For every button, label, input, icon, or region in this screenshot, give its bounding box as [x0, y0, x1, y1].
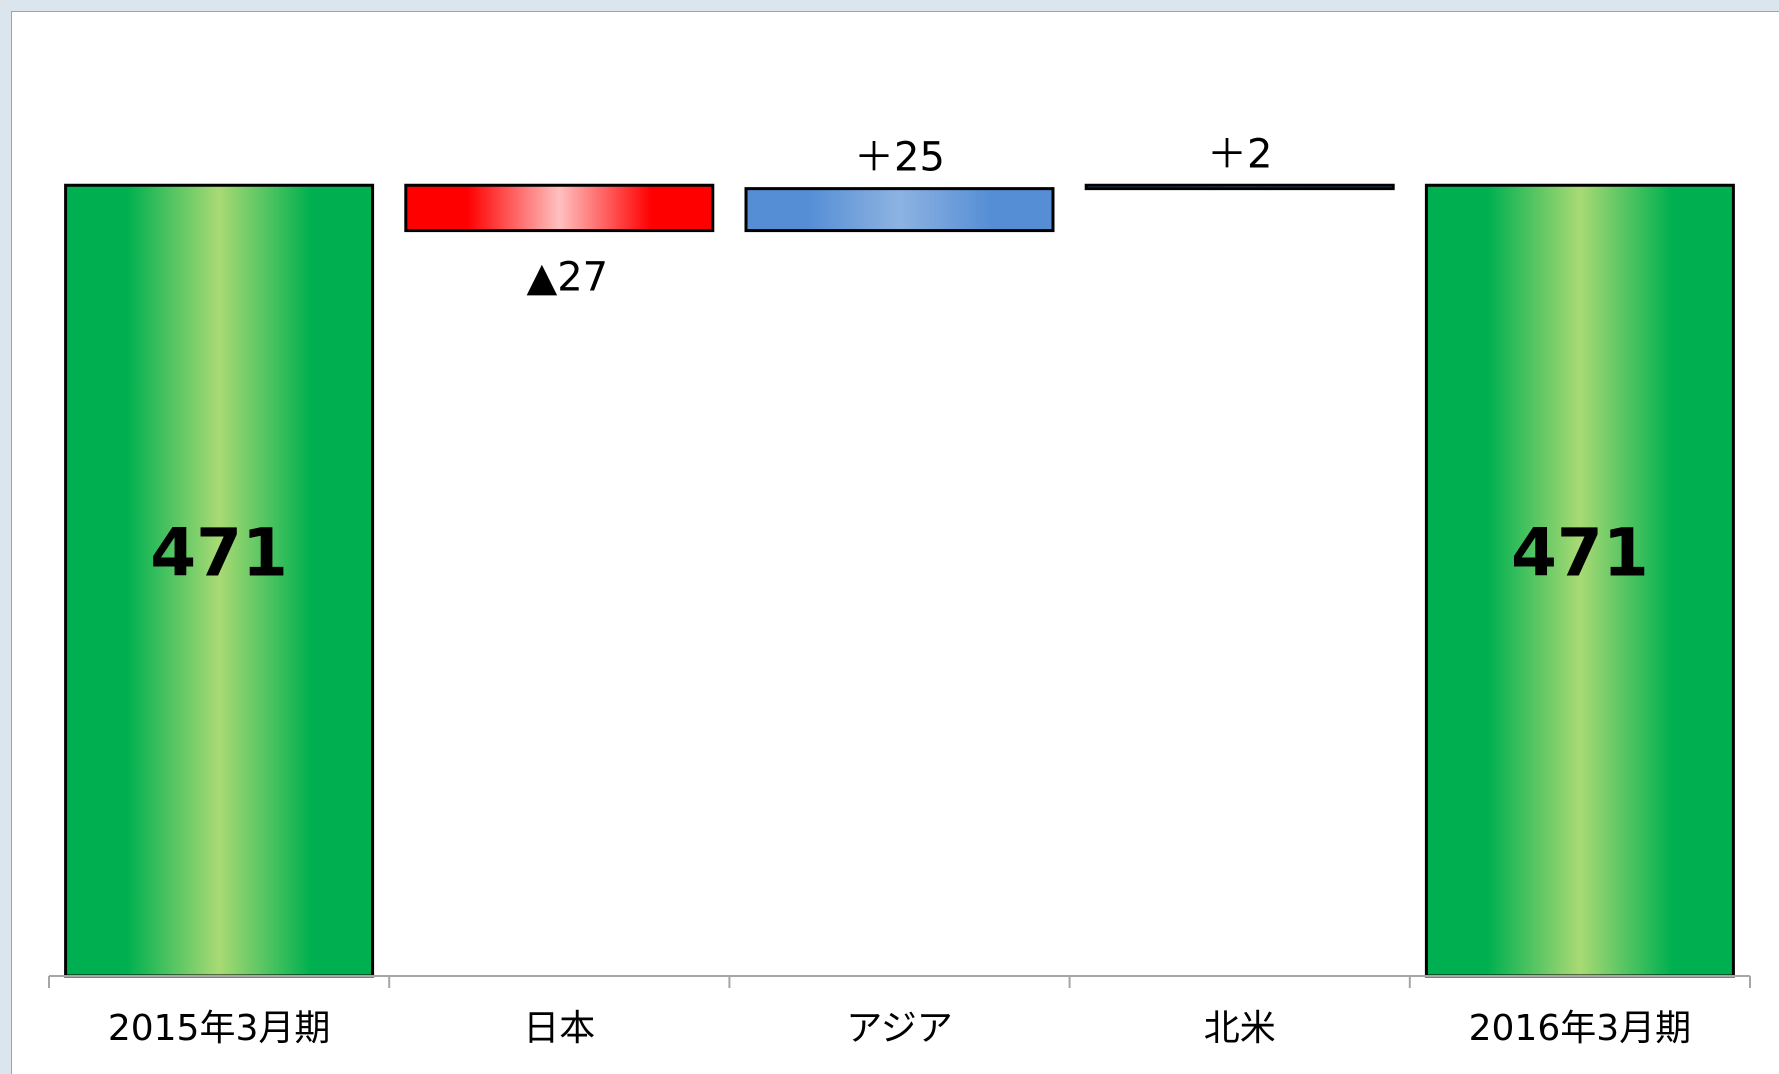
x-axis: 2015年3月期 日本 アジア 北米 2016年3月期: [48, 975, 1751, 1049]
bars-layer: [64, 183, 1735, 978]
x-tick-label: 2016年3月期: [1469, 1008, 1692, 1049]
bar-asia: [744, 187, 1055, 233]
bar-north-america: [1084, 183, 1395, 191]
bar-start-total: [64, 183, 375, 978]
x-tick-label: アジア: [846, 1008, 953, 1049]
x-tick-label: 日本: [523, 1008, 595, 1049]
chart-area: 471 ▲27 ＋25 ＋2 471 2015年3月期 日本 アジア 北米 2016年3月期: [11, 11, 1779, 1074]
waterfall-chart: 471 ▲27 ＋25 ＋2 471 2015年3月期 日本 アジア 北米 2016年3月期: [48, 131, 1751, 1049]
data-label-end-total: 471: [1511, 515, 1649, 592]
value-labels-layer: 471 ▲27 ＋25 ＋2 471: [150, 131, 1649, 591]
data-label-japan: ▲27: [526, 255, 608, 301]
data-label-start-total: 471: [150, 515, 288, 592]
bar-end-total: [1424, 183, 1735, 978]
bar-japan: [404, 183, 715, 233]
x-tick-label: 2015年3月期: [108, 1008, 331, 1049]
data-label-asia: ＋25: [854, 135, 945, 181]
x-tick-label: 北米: [1204, 1008, 1276, 1049]
data-label-north-america: ＋2: [1207, 131, 1272, 177]
